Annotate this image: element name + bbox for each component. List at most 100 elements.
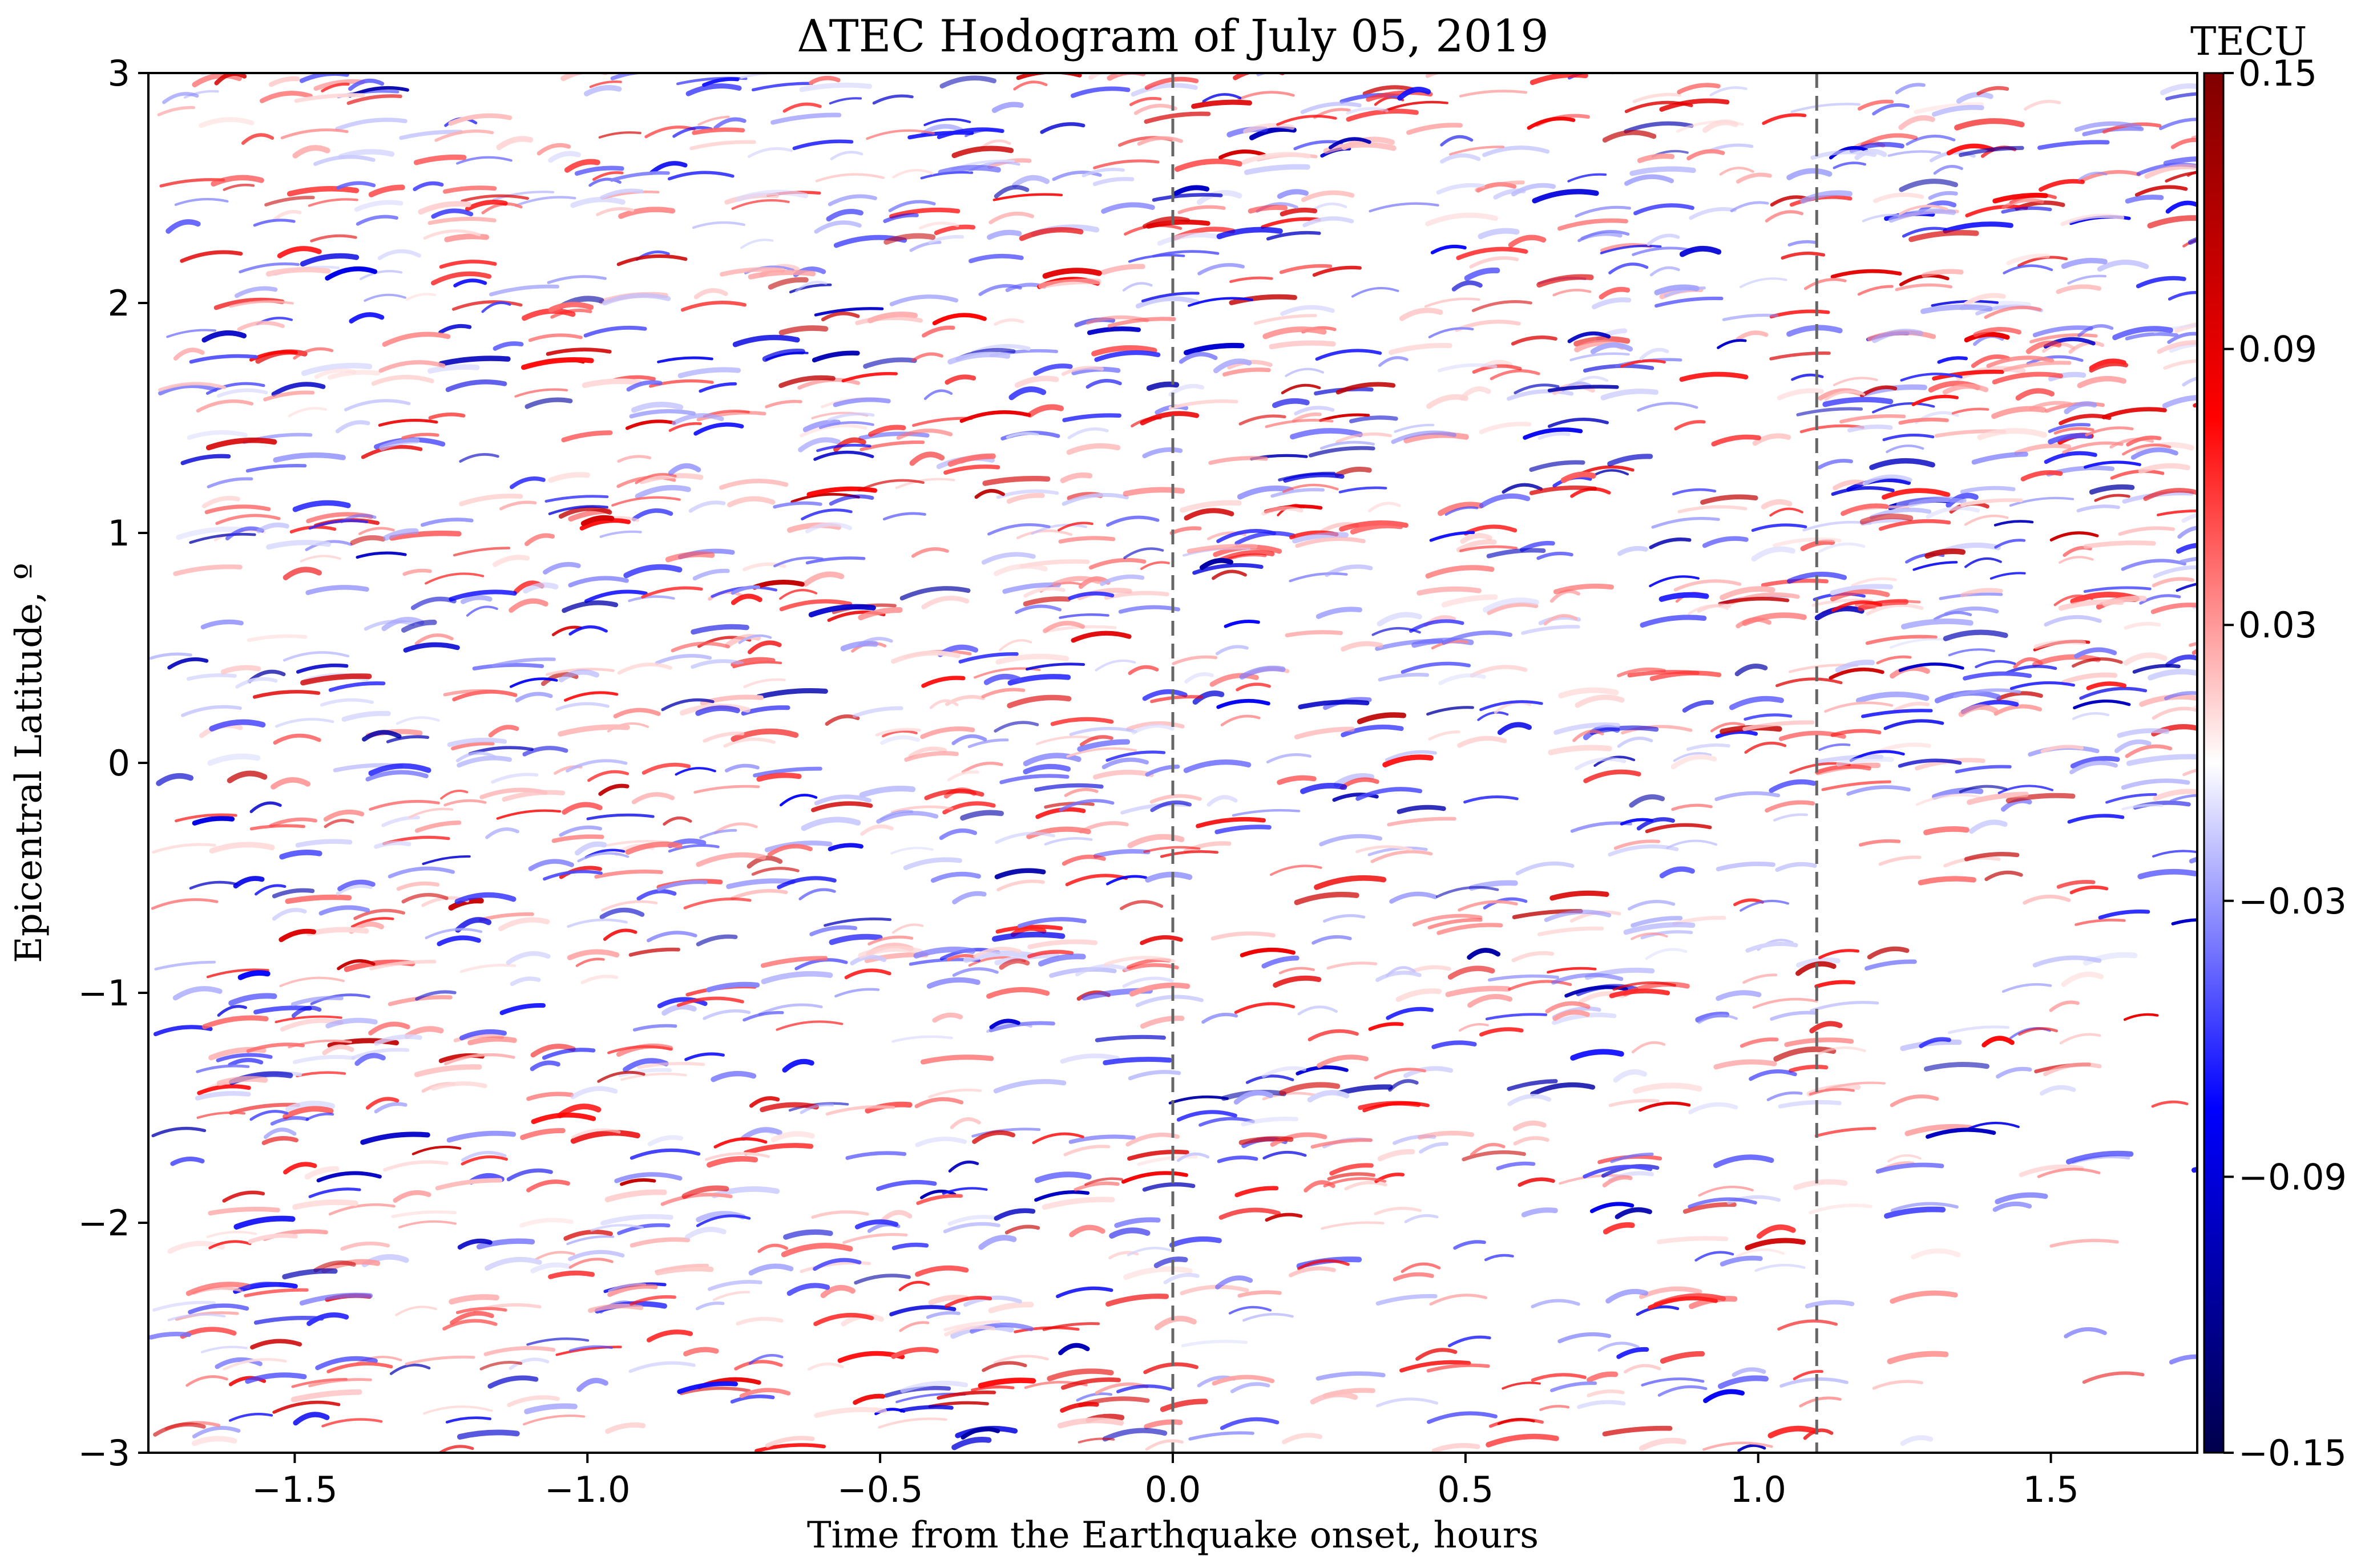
tec-track	[1672, 488, 1717, 496]
tec-track	[1811, 599, 1873, 607]
tec-track	[401, 433, 439, 440]
tec-track	[629, 1295, 676, 1306]
tec-track	[1602, 130, 1657, 143]
tec-track	[485, 1256, 542, 1271]
tec-track	[899, 1405, 954, 1413]
tec-track	[938, 165, 1001, 176]
tec-track	[192, 73, 242, 88]
tec-track	[725, 763, 760, 773]
tec-track	[246, 1042, 305, 1053]
tec-track	[272, 888, 315, 899]
tec-track	[567, 918, 628, 928]
tec-track	[800, 1103, 834, 1114]
tec-track	[1467, 948, 1501, 960]
tec-track	[1638, 1437, 1686, 1452]
tec-track	[828, 843, 863, 851]
tec-track	[459, 452, 499, 463]
tec-track	[272, 209, 302, 223]
tec-track	[1636, 817, 1675, 831]
x-tick-label: 1.0	[1730, 1469, 1786, 1510]
tec-track	[1493, 188, 1526, 200]
tec-track	[374, 840, 411, 849]
tec-track	[829, 97, 862, 105]
tec-track	[1484, 1254, 1514, 1262]
tec-track	[1142, 447, 1183, 459]
tec-track	[1374, 1207, 1422, 1215]
tec-track	[560, 73, 609, 82]
tec-track	[736, 1317, 784, 1326]
tec-track	[1911, 394, 1959, 406]
tec-track	[1337, 1084, 1393, 1096]
tec-track	[1131, 724, 1175, 735]
tec-track	[1659, 98, 1730, 112]
tec-track	[1947, 1025, 2009, 1034]
tec-track	[748, 640, 782, 654]
tec-track	[1217, 1155, 1258, 1163]
tec-track	[2159, 118, 2197, 131]
tec-track	[1765, 800, 1815, 813]
tec-track	[649, 161, 688, 175]
tec-track	[628, 595, 675, 603]
tec-track	[1027, 939, 1098, 949]
tec-track	[1106, 515, 1160, 527]
tec-track	[1893, 701, 1930, 712]
tec-track	[1094, 350, 1161, 362]
tec-track	[1718, 1375, 1769, 1389]
tec-track	[916, 1194, 963, 1205]
tec-track	[350, 917, 394, 928]
tec-track	[937, 127, 1004, 139]
tec-track	[1142, 1182, 1196, 1192]
tec-track	[1249, 126, 1297, 140]
tec-track	[799, 82, 873, 92]
tec-track	[1023, 753, 1081, 766]
tec-track	[982, 476, 1051, 486]
tec-track	[2061, 672, 2118, 685]
tec-track	[857, 479, 925, 492]
tec-track	[1107, 317, 1176, 328]
tec-track	[570, 1130, 640, 1144]
tec-track	[229, 300, 294, 308]
tec-track	[1959, 146, 2024, 157]
tec-track	[336, 181, 376, 190]
tec-track	[1640, 615, 1707, 628]
tec-track	[233, 876, 265, 889]
tec-track	[1608, 1099, 1660, 1108]
tec-track	[205, 437, 277, 451]
tec-track	[1183, 841, 1232, 854]
tec-track	[945, 374, 976, 385]
tec-track	[620, 1072, 687, 1081]
tec-track	[1066, 747, 1137, 758]
tec-track	[1173, 185, 1210, 196]
tec-track	[819, 421, 874, 429]
tec-track	[2037, 140, 2110, 150]
tec-track	[679, 1387, 751, 1396]
tec-track	[1873, 192, 1924, 203]
tec-track	[1093, 848, 1151, 859]
tec-track	[760, 1102, 819, 1113]
tec-track	[590, 1224, 644, 1232]
tec-track	[883, 213, 919, 223]
tec-track	[1463, 795, 1519, 804]
tec-track	[2174, 322, 2197, 333]
tec-track	[833, 397, 891, 407]
tec-track	[635, 484, 691, 499]
tec-track	[1152, 193, 1223, 202]
tec-track	[446, 1130, 516, 1143]
tec-track	[1777, 388, 1824, 401]
tec-track	[1062, 413, 1121, 422]
tec-track	[186, 673, 237, 681]
tec-track	[1278, 967, 1315, 975]
tec-track	[1335, 432, 1393, 444]
tec-track	[1095, 659, 1136, 672]
tec-track	[555, 1345, 622, 1356]
colorbar-tick-label: −0.09	[2238, 1156, 2347, 1198]
tec-track	[445, 379, 507, 393]
tec-track	[944, 1325, 995, 1337]
tec-track	[208, 1240, 252, 1250]
tec-track	[855, 316, 923, 325]
tec-track	[438, 355, 511, 367]
tec-track	[253, 219, 296, 227]
tec-track	[1787, 240, 1818, 247]
tec-track	[2068, 341, 2105, 354]
tec-track	[1370, 850, 1433, 863]
